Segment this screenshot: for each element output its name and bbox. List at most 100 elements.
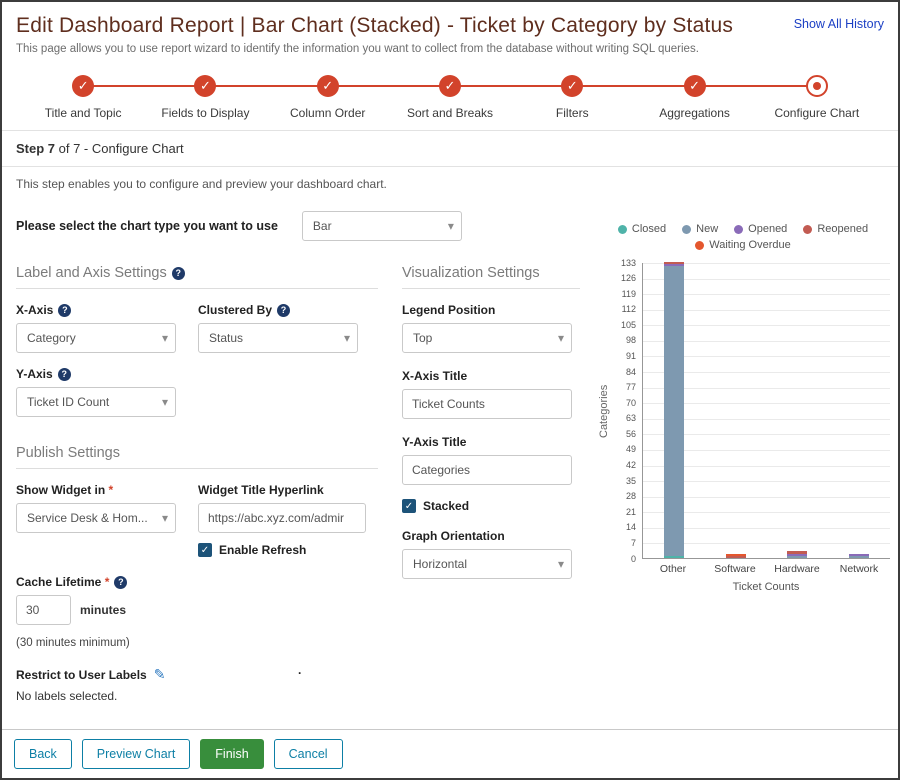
legend-position-label: Legend Position bbox=[402, 303, 496, 317]
graph-orientation-select[interactable]: Horizontal bbox=[402, 549, 572, 579]
stepper-step-sort-and-breaks[interactable]: Sort and Breaks bbox=[389, 75, 511, 120]
gridline bbox=[643, 403, 890, 405]
stepper-step-configure-chart[interactable]: Configure Chart bbox=[756, 75, 878, 120]
show-all-history-link[interactable]: Show All History bbox=[793, 17, 884, 31]
y-tick-label: 7 bbox=[630, 537, 636, 548]
legend-position-value: Top bbox=[413, 331, 433, 345]
stacked-checkbox[interactable] bbox=[402, 499, 416, 513]
clustered-by-label: Clustered By bbox=[198, 303, 273, 317]
gridline bbox=[643, 449, 890, 451]
y-tick-label: 14 bbox=[625, 522, 636, 533]
step-heading-number: Step 7 bbox=[16, 141, 56, 156]
pencil-icon[interactable] bbox=[154, 667, 166, 683]
y-axis-select[interactable]: Ticket ID Count bbox=[16, 387, 176, 417]
visualization-settings-heading: Visualization Settings bbox=[402, 265, 580, 289]
show-widget-select[interactable]: Service Desk & Hom... bbox=[16, 503, 176, 533]
help-icon[interactable] bbox=[58, 303, 72, 317]
legend-dot bbox=[734, 224, 744, 234]
stepper-step-filters[interactable]: Filters bbox=[511, 75, 633, 120]
cancel-button[interactable]: Cancel bbox=[273, 739, 343, 769]
page-title: Edit Dashboard Report | Bar Chart (Stack… bbox=[16, 14, 734, 37]
chart-type-select[interactable]: Bar bbox=[301, 211, 462, 241]
x-tick-label: Other bbox=[659, 563, 687, 575]
check-icon bbox=[72, 75, 95, 97]
help-icon[interactable] bbox=[277, 303, 291, 317]
gridline bbox=[643, 434, 890, 436]
chart-preview: Closed New Opened Reopened Waiting Overdue C… bbox=[596, 221, 890, 593]
enable-refresh-checkbox[interactable] bbox=[198, 543, 212, 557]
y-axis-title-input[interactable] bbox=[402, 455, 572, 485]
chart-yticks: 0 7 14 21 28 35 42 49 56 63 70 77 84 91 98 105 112 119 126… bbox=[612, 258, 642, 564]
x-axis-title-label: X-Axis Title bbox=[402, 369, 468, 383]
bar-segment-reopened bbox=[725, 555, 746, 558]
step-label: Filters bbox=[555, 106, 589, 120]
y-tick-label: 91 bbox=[625, 350, 636, 361]
stepper-steps: Title and Topic Fields to Display Column O… bbox=[22, 75, 878, 120]
bars-layer bbox=[643, 262, 890, 558]
cache-lifetime-input[interactable] bbox=[16, 595, 71, 625]
help-icon[interactable] bbox=[171, 266, 185, 280]
y-axis-value: Ticket ID Count bbox=[27, 395, 110, 409]
legend-position-field: Legend Position Top bbox=[402, 303, 580, 353]
step-label: Title and Topic bbox=[44, 106, 122, 120]
gridline bbox=[643, 418, 890, 420]
stepper-step-column-order[interactable]: Column Order bbox=[267, 75, 389, 120]
help-icon[interactable] bbox=[57, 367, 71, 381]
preview-chart-button[interactable]: Preview Chart bbox=[81, 739, 191, 769]
chart-plot bbox=[642, 262, 890, 559]
stray-dot: . bbox=[298, 663, 302, 677]
stepper-step-title-and-topic[interactable]: Title and Topic bbox=[22, 75, 144, 120]
y-tick-label: 126 bbox=[620, 273, 636, 284]
cache-lifetime-unit: minutes bbox=[80, 603, 127, 617]
step-heading-text: of 7 - Configure Chart bbox=[58, 141, 184, 156]
x-axis-title-input[interactable] bbox=[402, 389, 572, 419]
gridline bbox=[643, 465, 890, 467]
bar-slot-hardware bbox=[767, 551, 829, 558]
bar-segment-new bbox=[787, 555, 808, 558]
gridline bbox=[643, 309, 890, 311]
step-label: Sort and Breaks bbox=[406, 106, 493, 120]
cache-lifetime-field: Cache Lifetime minutes bbox=[16, 575, 378, 625]
legend-dot bbox=[803, 224, 813, 234]
legend-dot bbox=[682, 224, 692, 234]
footer-buttons: Back Preview Chart Finish Cancel bbox=[2, 729, 898, 778]
clustered-by-select[interactable]: Status bbox=[198, 323, 358, 353]
label-axis-settings-heading-text: Label and Axis Settings bbox=[16, 265, 167, 281]
legend-item-reopened: Reopened bbox=[803, 223, 868, 235]
stepper-step-aggregations[interactable]: Aggregations bbox=[633, 75, 755, 120]
legend-label: Reopened bbox=[817, 223, 869, 235]
stepper-step-fields-to-display[interactable]: Fields to Display bbox=[144, 75, 266, 120]
gridline bbox=[643, 340, 890, 342]
stacked-row[interactable]: Stacked bbox=[402, 499, 580, 513]
stacked-bar-other[interactable] bbox=[663, 262, 684, 558]
x-tick-label: Software bbox=[714, 563, 756, 575]
widget-hyperlink-input[interactable] bbox=[198, 503, 366, 533]
finish-button[interactable]: Finish bbox=[200, 739, 264, 769]
stacked-bar-network[interactable] bbox=[849, 553, 870, 558]
gridline bbox=[643, 356, 890, 358]
stacked-bar-software[interactable] bbox=[725, 553, 746, 558]
legend-dot bbox=[695, 240, 705, 250]
chevron-down-icon bbox=[162, 332, 168, 344]
x-axis-select[interactable]: Category bbox=[16, 323, 176, 353]
chart-x-axis-title: Ticket Counts bbox=[732, 581, 800, 593]
bar-segment-closed bbox=[663, 555, 684, 558]
restrict-user-labels-label: Restrict to User Labels bbox=[16, 668, 147, 682]
x-axis-field: X-Axis Category bbox=[16, 303, 176, 353]
chevron-down-icon bbox=[558, 558, 564, 570]
x-axis-title-field: X-Axis Title bbox=[402, 369, 580, 419]
bar-segment-opened bbox=[849, 553, 870, 556]
legend-position-select[interactable]: Top bbox=[402, 323, 572, 353]
y-tick-label: 21 bbox=[625, 506, 636, 517]
back-button[interactable]: Back bbox=[14, 739, 72, 769]
y-tick-label: 84 bbox=[625, 366, 636, 377]
show-widget-field: Show Widget in Service Desk & Hom... bbox=[16, 483, 176, 557]
enable-refresh-row[interactable]: Enable Refresh bbox=[198, 543, 366, 557]
stacked-bar-hardware[interactable] bbox=[787, 551, 808, 558]
bar-segment-reopened bbox=[663, 262, 684, 265]
legend-item-closed: Closed bbox=[617, 223, 666, 235]
check-icon bbox=[316, 75, 339, 97]
legend-item-new: New bbox=[682, 223, 718, 235]
help-icon[interactable] bbox=[114, 575, 128, 589]
stacked-label: Stacked bbox=[423, 499, 470, 513]
